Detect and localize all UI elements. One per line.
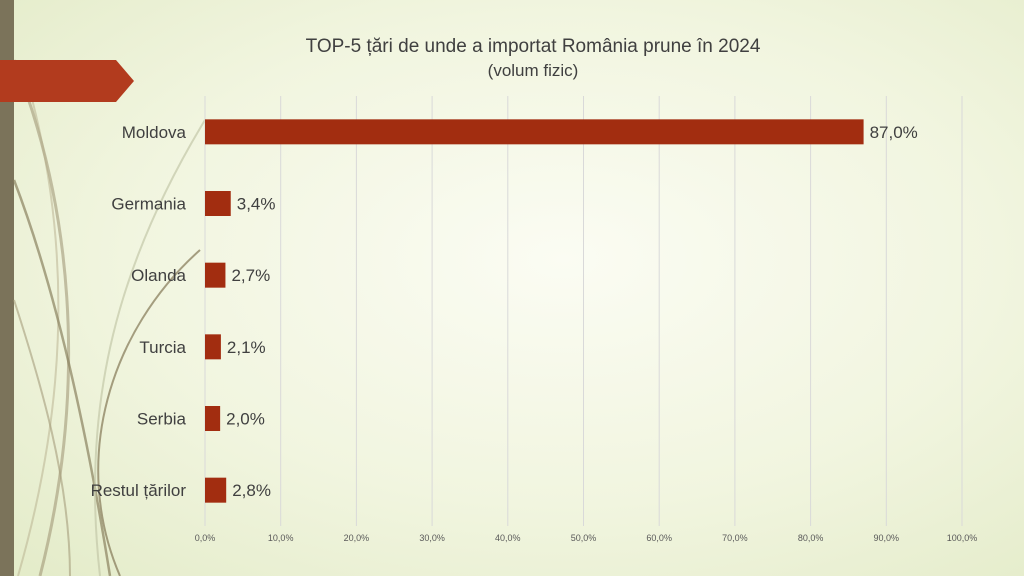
accent-tab bbox=[0, 60, 134, 102]
category-label: Moldova bbox=[122, 123, 187, 142]
category-label: Olanda bbox=[131, 266, 186, 285]
category-label: Restul țărilor bbox=[91, 481, 187, 500]
category-label: Serbia bbox=[137, 410, 187, 429]
data-label: 2,0% bbox=[226, 410, 265, 429]
bar bbox=[205, 191, 231, 216]
x-tick-label: 10,0% bbox=[268, 533, 294, 543]
bar bbox=[205, 406, 221, 431]
category-label: Turcia bbox=[139, 338, 186, 357]
x-tick-label: 20,0% bbox=[344, 533, 370, 543]
x-tick-label: 30,0% bbox=[419, 533, 445, 543]
x-tick-label: 80,0% bbox=[798, 533, 824, 543]
chart-title: TOP-5 țări de unde a importat România pr… bbox=[305, 36, 761, 57]
gridlines bbox=[204, 96, 963, 526]
data-label: 2,1% bbox=[227, 338, 266, 357]
x-tick-label: 50,0% bbox=[571, 533, 597, 543]
x-tick-label: 0,0% bbox=[195, 533, 216, 543]
bars bbox=[205, 119, 864, 503]
category-label: Germania bbox=[111, 195, 186, 214]
bar bbox=[205, 119, 864, 145]
x-tick-label: 40,0% bbox=[495, 533, 521, 543]
chart-subtitle: (volum fizic) bbox=[487, 61, 579, 80]
bar bbox=[205, 262, 226, 288]
left-decorative-bar bbox=[0, 0, 14, 576]
x-tick-label: 100,0% bbox=[947, 533, 978, 543]
x-tick-label: 90,0% bbox=[874, 533, 900, 543]
labels: 0,0% 10,0% 20,0% 30,0% 40,0% 50,0% 60,0% 70,0% 8… bbox=[91, 123, 978, 543]
bar bbox=[205, 334, 221, 360]
data-label: 2,7% bbox=[231, 266, 270, 285]
data-label: 2,8% bbox=[232, 481, 271, 500]
bar bbox=[205, 477, 227, 503]
data-label: 87,0% bbox=[870, 123, 918, 142]
x-tick-label: 60,0% bbox=[646, 533, 672, 543]
x-tick-label: 70,0% bbox=[722, 533, 748, 543]
data-label: 3,4% bbox=[237, 195, 276, 214]
chart-title-block: TOP-5 țări de unde a importat România pr… bbox=[0, 34, 1024, 82]
